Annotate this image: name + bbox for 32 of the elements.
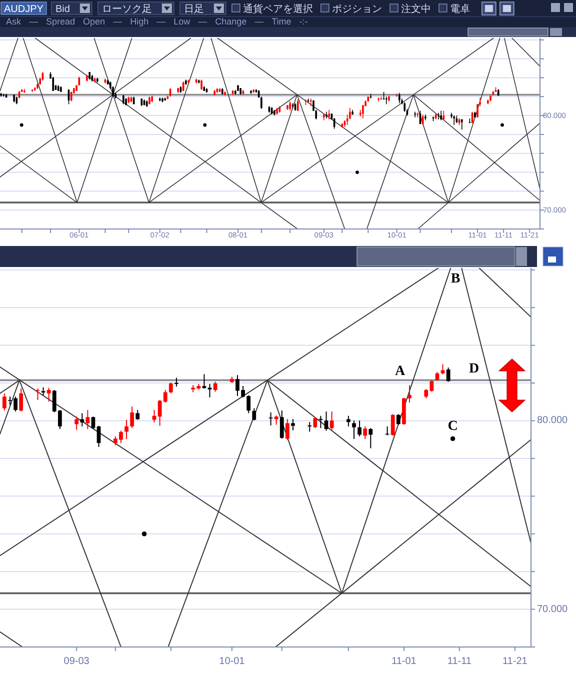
y-tick-label: 70.000 [537,604,568,615]
y-tick-label: 80.000 [537,415,568,426]
text: High [130,16,149,26]
text: Time [272,16,292,26]
text: AUDJPY [4,4,44,15]
annotation: A [394,364,406,380]
text: Bid [55,4,70,15]
text: Open [83,16,106,26]
x-tick-label: 09-03 [64,656,90,667]
text: Ask [6,16,22,26]
text: — [198,16,208,26]
x-tick-label: 10-01 [219,656,246,667]
annotation: B [450,272,460,286]
text: 日足 [184,4,204,15]
text: -:- [299,16,308,26]
text: 電卓 [450,3,470,15]
x-tick-label: 11-01 [392,656,417,667]
annotation: C [448,419,458,434]
text: Low [174,16,191,26]
x-tick-label: 11-21 [502,656,528,667]
text: Spread [46,16,76,26]
text: 通貨ペアを選択 [242,3,313,15]
x-tick-label: 11-11 [447,656,472,667]
text: — [29,16,38,26]
text: — [113,16,122,26]
text: 注文中 [400,3,431,15]
text: ローソク足 [102,4,152,15]
text: — [156,16,166,26]
annotation: D [468,362,480,376]
text: Change [215,16,247,26]
text: — [254,16,264,26]
text: ポジション [332,4,382,15]
